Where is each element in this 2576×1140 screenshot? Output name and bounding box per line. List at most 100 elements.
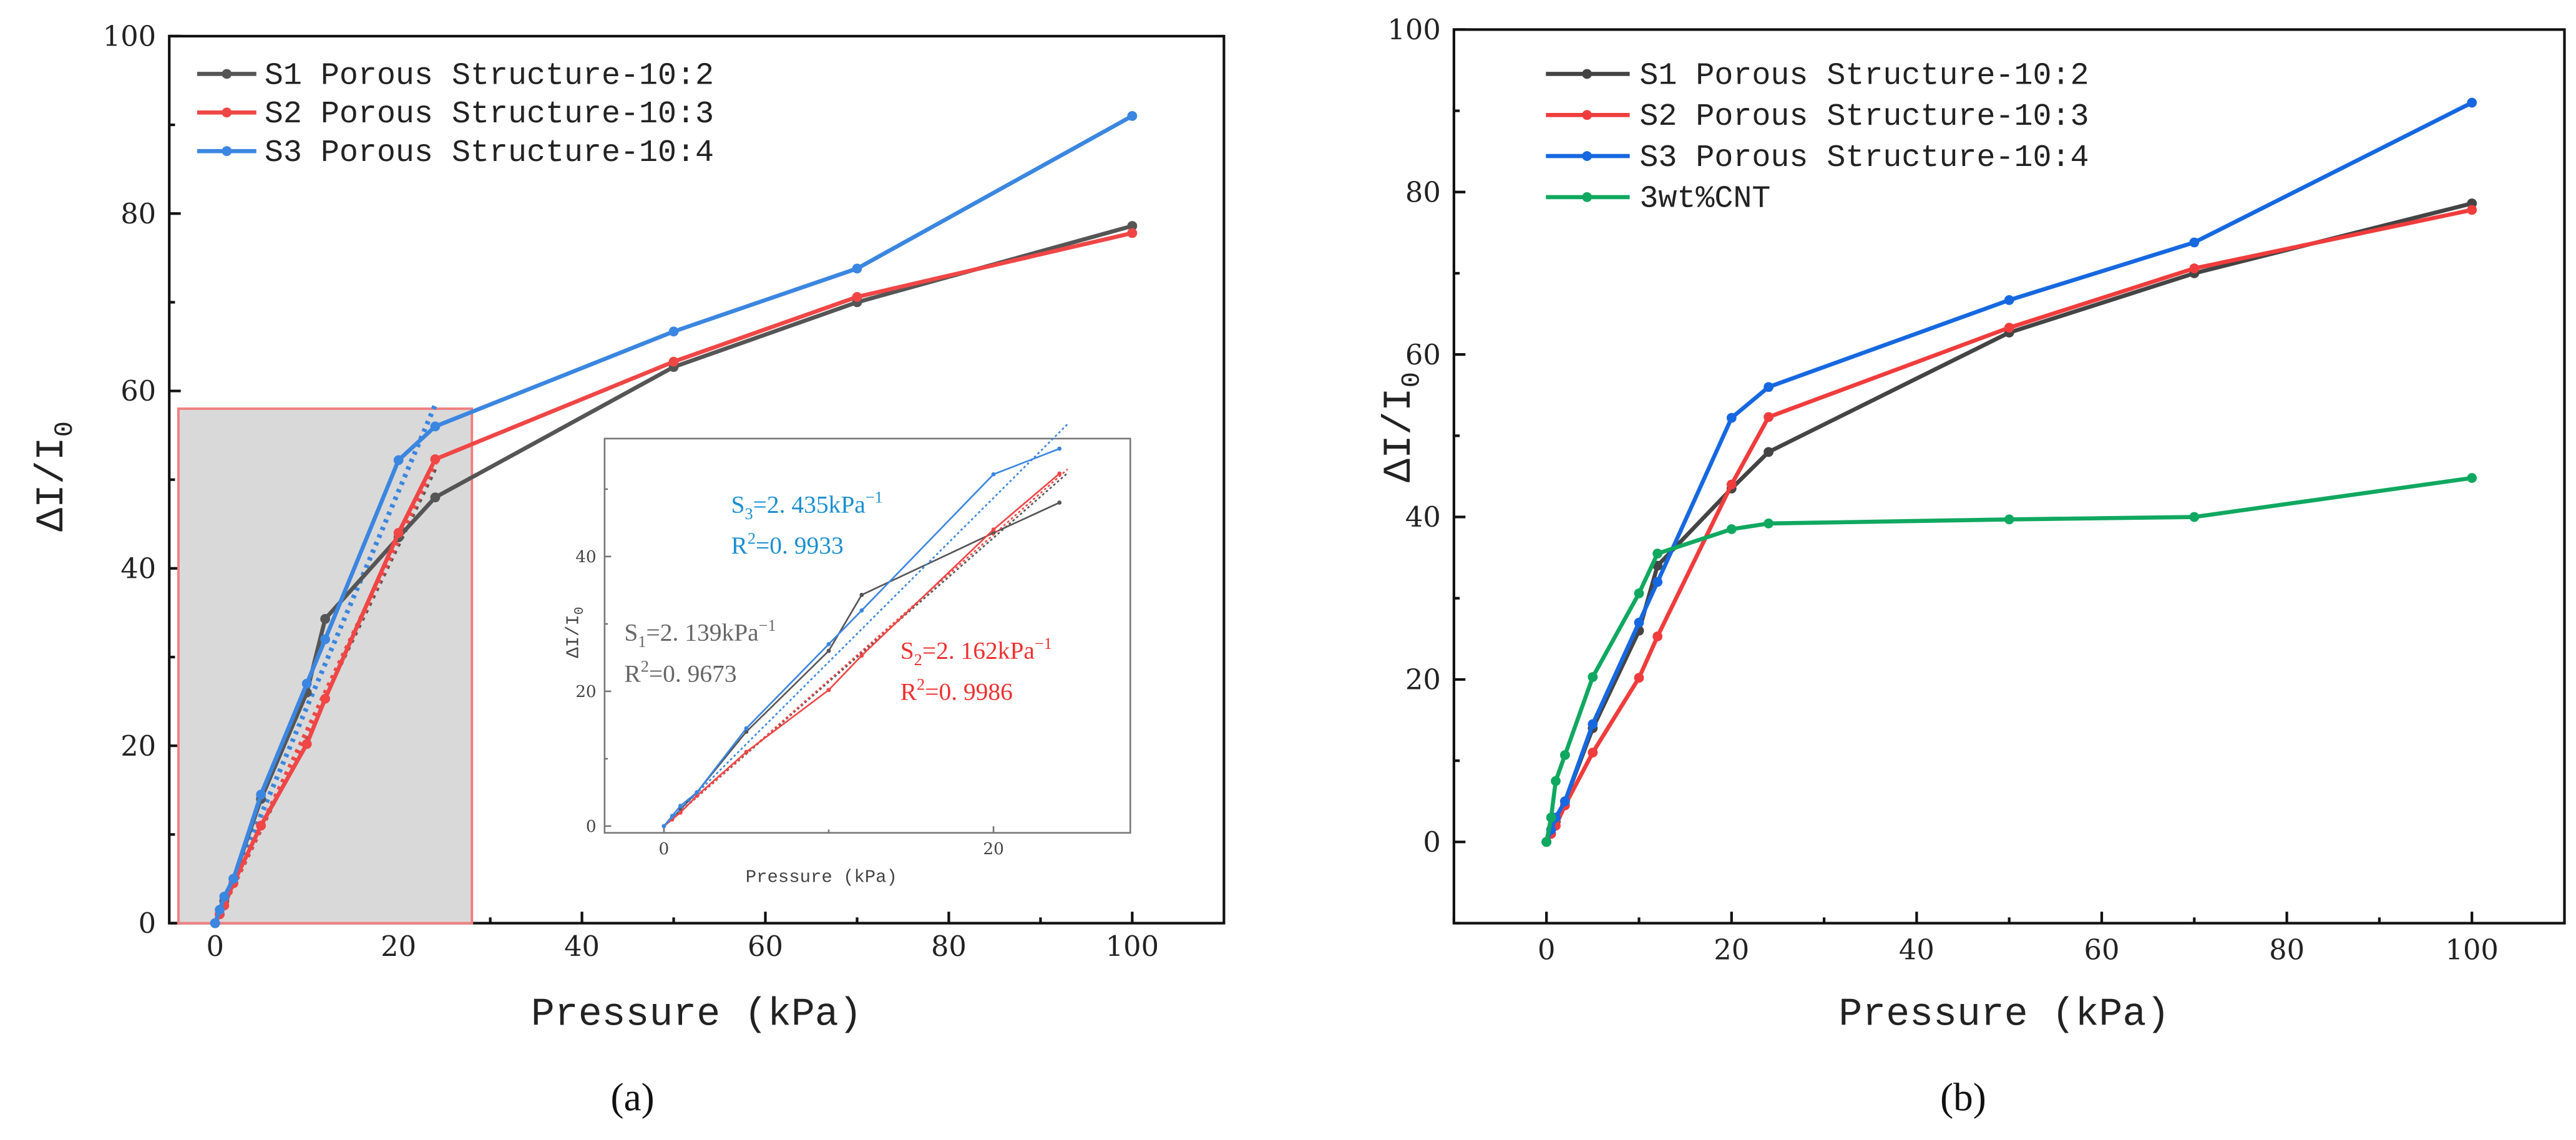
legend-marker (1582, 192, 1593, 202)
data-point (301, 739, 312, 749)
data-point (393, 528, 404, 538)
data-point (2467, 205, 2477, 215)
data-point (2189, 237, 2200, 248)
y-axis-label-text: ΔI/I (564, 615, 584, 658)
data-point (1127, 110, 1138, 121)
data-point (320, 614, 330, 624)
data-point (2004, 323, 2014, 333)
x-tick-label: 80 (2269, 933, 2305, 966)
y-tick-label: 80 (120, 197, 156, 230)
data-point (859, 653, 864, 658)
y-tick-label: 60 (120, 374, 156, 407)
r2-annotation: R2=0. 9933 (731, 529, 844, 559)
legend-label: S1 Porous Structure-10:2 (1639, 58, 2089, 94)
data-point (256, 821, 266, 831)
annotation-superscript: 2 (641, 658, 649, 676)
y-axis-label-text: ΔI/I (29, 437, 74, 532)
y-axis-label-subscript: 0 (50, 421, 80, 437)
data-point (852, 263, 862, 274)
data-point (744, 726, 749, 731)
data-point (1634, 617, 1644, 628)
data-point (393, 455, 404, 465)
annotation-subscript: 1 (638, 633, 646, 651)
annotation-superscript: −1 (759, 616, 776, 635)
data-point (991, 527, 996, 532)
data-point (430, 454, 441, 464)
annotation-superscript: 2 (748, 529, 756, 547)
y-tick-label: 100 (103, 20, 156, 53)
data-point (320, 693, 330, 704)
data-point (695, 790, 700, 795)
x-tick-label: 100 (2445, 933, 2498, 966)
data-point (1726, 479, 1737, 490)
r2-annotation: R2=0. 9986 (900, 676, 1013, 706)
legend-label: S1 Porous Structure-10:2 (265, 58, 714, 94)
annotation-superscript: −1 (866, 489, 883, 507)
legend-label: S2 Porous Structure-10:3 (1639, 99, 2089, 135)
chart-b: 0 20 40 60 80 100 0 20 40 60 80 100 S1 Porous Struct… (1377, 13, 2566, 1119)
annotation-text: =0. 9986 (925, 678, 1013, 705)
y-tick-label: 0 (586, 817, 597, 836)
data-point (219, 891, 230, 902)
y-axis-label: ΔI/I0 (564, 607, 587, 658)
data-point (859, 593, 864, 597)
data-point (2004, 514, 2014, 525)
data-point (1764, 447, 1774, 457)
annotation-text: R (731, 532, 748, 559)
data-point (678, 804, 683, 808)
y-tick-label: 0 (139, 907, 156, 940)
inset-x-axis-label: Pressure (kPa) (746, 867, 897, 888)
x-tick-label: 40 (1899, 933, 1934, 966)
annotation-subscript: 3 (745, 505, 753, 523)
data-point (2004, 295, 2014, 305)
x-axis-label: Pressure (kPa) (1838, 992, 2170, 1037)
data-point (826, 648, 831, 653)
data-point (1764, 519, 1774, 529)
x-tick-label: 20 (381, 930, 416, 963)
x-tick-label: 40 (564, 930, 600, 963)
annotation-text: R (900, 678, 917, 705)
data-point (1652, 577, 1663, 587)
legend-marker (1582, 69, 1593, 79)
data-point (1127, 221, 1138, 231)
x-tick-label: 80 (931, 930, 967, 963)
annotation-text: R (624, 660, 641, 688)
data-point (1588, 719, 1598, 729)
y-axis-label: ΔI/I0 (1377, 372, 1427, 482)
slope-annotation: S2=2. 162kPa−1 (900, 635, 1052, 669)
annotation-text: S (900, 637, 914, 665)
data-point (1559, 796, 1570, 807)
data-point (1764, 382, 1774, 392)
annotation-text: =2. 435kPa (753, 490, 866, 518)
data-point (320, 634, 330, 645)
data-point (1634, 673, 1644, 683)
y-tick-label: 20 (120, 729, 156, 762)
data-point (256, 789, 266, 800)
data-point (1559, 750, 1570, 760)
panel-label-b: (b) (1940, 1076, 1986, 1119)
annotation-superscript: −1 (1035, 635, 1052, 653)
legend-label: S3 Porous Structure-10:4 (265, 135, 714, 171)
inset-fit-line (663, 423, 1068, 827)
r2-annotation: R2=0. 9673 (624, 658, 736, 688)
y-tick-label: 60 (1405, 338, 1441, 371)
legend-marker (222, 107, 232, 118)
annotation-subscript: 2 (914, 651, 922, 669)
data-point (301, 678, 312, 689)
data-point (1546, 812, 1556, 823)
annotation-superscript: 2 (917, 676, 925, 694)
data-point (2467, 473, 2477, 483)
annotation-text: =0. 9673 (649, 660, 737, 688)
slope-annotation: S3=2. 435kPa−1 (731, 489, 883, 523)
y-tick-label: 0 (1423, 826, 1440, 859)
data-point (991, 530, 996, 535)
x-tick-label: 0 (1538, 933, 1555, 966)
data-point (991, 472, 996, 477)
data-point (1652, 631, 1663, 641)
data-point (1057, 471, 1062, 476)
x-tick-label: 100 (1106, 930, 1159, 963)
annotation-text: S (624, 619, 638, 646)
